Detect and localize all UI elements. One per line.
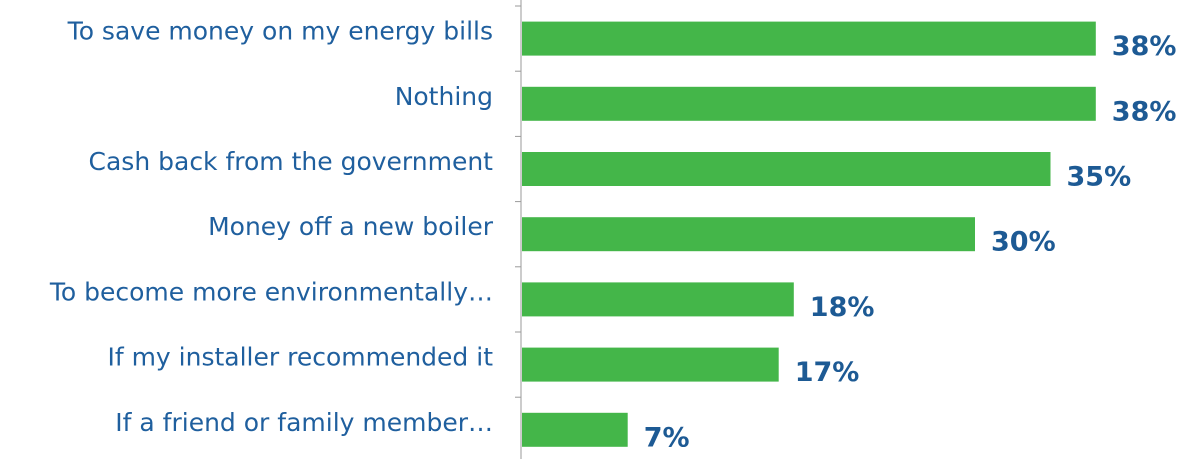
category-label: Nothing bbox=[395, 82, 493, 111]
bar bbox=[522, 21, 1096, 56]
value-label: 7% bbox=[644, 422, 690, 453]
category-label: Cash back from the government bbox=[89, 147, 494, 176]
value-label: 17% bbox=[795, 357, 860, 388]
value-label: 38% bbox=[1112, 96, 1177, 127]
value-label: 38% bbox=[1112, 31, 1177, 62]
category-label: To save money on my energy bills bbox=[67, 17, 493, 46]
bar bbox=[522, 217, 975, 252]
category-label: Money off a new boiler bbox=[208, 212, 494, 241]
value-label: 35% bbox=[1067, 162, 1132, 193]
value-label: 18% bbox=[810, 292, 875, 323]
bar bbox=[522, 152, 1051, 186]
bar bbox=[522, 412, 628, 447]
category-label: If a friend or family member… bbox=[115, 408, 493, 437]
bar bbox=[522, 282, 794, 317]
category-label: To become more environmentally… bbox=[49, 277, 493, 306]
bar bbox=[522, 86, 1096, 121]
value-label: 30% bbox=[991, 227, 1056, 258]
bar bbox=[522, 347, 779, 382]
category-label: If my installer recommended it bbox=[107, 343, 493, 372]
